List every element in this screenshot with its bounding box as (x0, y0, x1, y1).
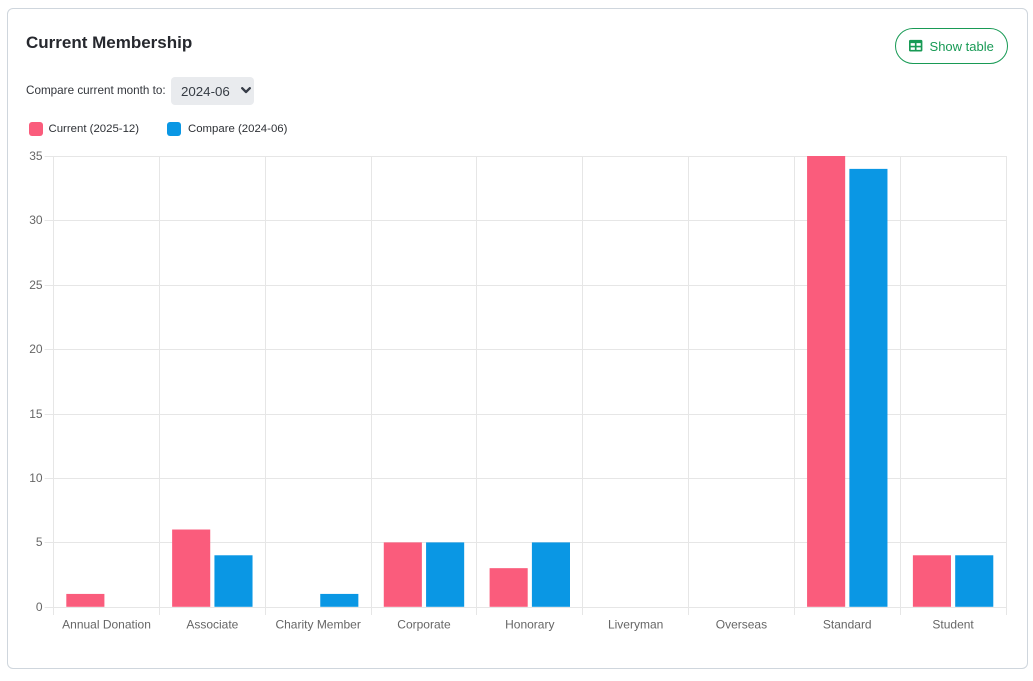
svg-text:30: 30 (29, 213, 43, 227)
svg-text:15: 15 (29, 407, 43, 421)
svg-text:Liveryman: Liveryman (608, 618, 663, 632)
svg-text:Overseas: Overseas (716, 618, 767, 632)
svg-text:35: 35 (29, 149, 43, 163)
svg-text:0: 0 (36, 600, 43, 614)
svg-text:20: 20 (29, 342, 43, 356)
svg-text:Student: Student (932, 618, 974, 632)
svg-text:Corporate: Corporate (397, 618, 451, 632)
svg-text:Annual Donation: Annual Donation (62, 618, 151, 632)
svg-text:Honorary: Honorary (505, 618, 554, 632)
svg-text:Charity Member: Charity Member (275, 618, 360, 632)
svg-text:5: 5 (36, 535, 43, 549)
svg-text:Standard: Standard (823, 618, 872, 632)
svg-text:25: 25 (29, 278, 43, 292)
svg-text:Associate: Associate (186, 618, 238, 632)
svg-text:10: 10 (29, 471, 43, 485)
